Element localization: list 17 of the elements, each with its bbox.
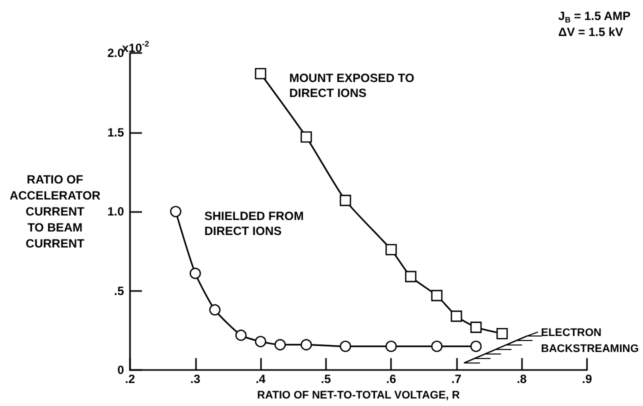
x-tick-label: .4 [256, 372, 266, 386]
x-tick-label: .5 [320, 372, 332, 386]
series-label: SHIELDED FROM DIRECT IONS [204, 209, 304, 238]
x-tick-label: .6 [386, 372, 396, 386]
x-axis-title: RATIO OF NET-TO-TOTAL VOLTAGE, R [257, 390, 460, 402]
y-tick-label: 0 [117, 363, 124, 378]
x-tick-label: .3 [190, 372, 201, 386]
y-axis-title: RATIO OF ACCELERATOR CURRENT TO BEAM CURRENT [10, 172, 101, 251]
x-tick-label: .2 [124, 372, 136, 386]
y-tick-label: 1.5 [107, 125, 124, 140]
x-tick-label: .9 [582, 372, 592, 386]
y-tick-label: 1.0 [107, 204, 124, 219]
annotation: ELECTRON BACKSTREAMING [541, 327, 639, 355]
y-tick-label: .5 [114, 284, 124, 298]
x-tick-label: .7 [451, 372, 462, 386]
x-tick-label: .8 [516, 372, 528, 386]
series-label: MOUNT EXPOSED TO DIRECT IONS [289, 71, 414, 100]
